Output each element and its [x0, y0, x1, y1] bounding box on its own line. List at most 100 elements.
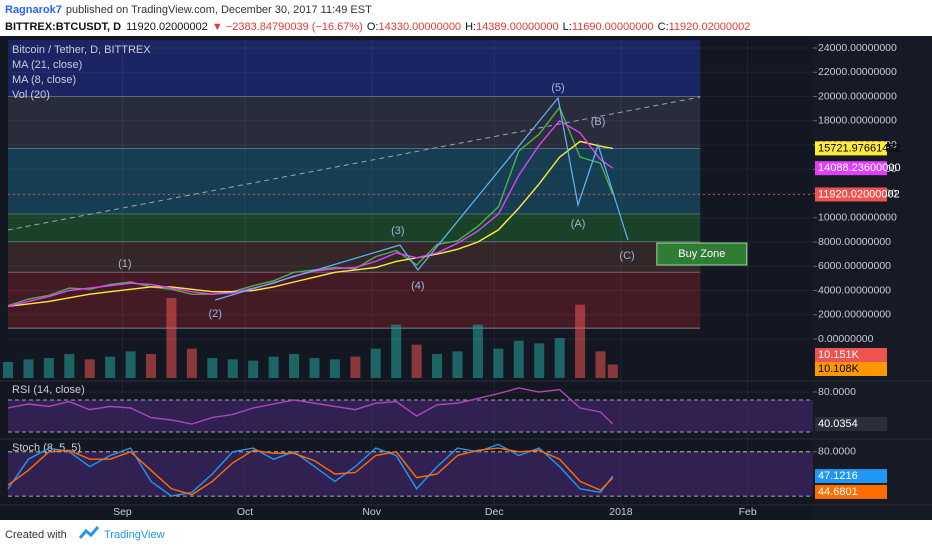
ohlc-label: H:: [465, 21, 476, 33]
y-tick-label: 80.0000: [818, 446, 856, 458]
volume-bar: [289, 354, 300, 378]
last-value-label: 40.0354: [818, 418, 858, 430]
byline: Ragnarok7 published on TradingView.com, D…: [5, 4, 372, 16]
wave-label: (3): [391, 225, 404, 237]
y-tick-label: 8000.00000000: [818, 236, 891, 248]
last-value-label: 14088.23600000: [818, 162, 901, 174]
series-line: [7, 140, 613, 307]
last-value-box: [815, 161, 887, 176]
last-value-box: [815, 484, 887, 499]
y-tick-label: 24000.00000000: [818, 42, 897, 54]
series-line: [7, 387, 614, 425]
fib-zone: [8, 214, 701, 243]
legend-entry: MA (8, close): [12, 74, 76, 86]
last-value-box: [815, 187, 887, 202]
volume-bar: [575, 304, 586, 378]
created-with: Created with: [5, 529, 67, 541]
wave-label: (2): [208, 308, 221, 320]
y-tick-label: 20000.00000000: [818, 90, 897, 102]
last-value-label: 10.108K: [818, 363, 860, 375]
y-tick-label: 80.0000: [818, 386, 856, 398]
last-value-box: [815, 469, 887, 484]
last-price: 11920.02000002: [126, 21, 208, 33]
published: published on TradingView.com, December 3…: [66, 4, 372, 16]
buy-zone-label: Buy Zone: [678, 248, 725, 260]
volume-bar: [3, 362, 13, 378]
y-tick-label: 4000.00000000: [818, 284, 891, 296]
x-tick-label: 2018: [609, 506, 633, 518]
volume-bar: [146, 354, 157, 378]
volume-bar: [227, 359, 238, 378]
volume-bar: [125, 351, 136, 378]
volume-bar: [207, 358, 218, 378]
brand[interactable]: TradingView: [104, 529, 165, 541]
ohlc-label: O:: [367, 21, 379, 33]
x-tick-label: Nov: [362, 506, 381, 518]
series-line: [7, 443, 614, 497]
volume-bar: [595, 351, 606, 378]
last-value-label: 10.151K: [818, 349, 860, 361]
last-value-box: [815, 348, 887, 362]
volume-bar: [64, 354, 75, 378]
author[interactable]: Ragnarok7: [5, 4, 62, 16]
wave-line: [215, 96, 629, 301]
level-band: [8, 451, 813, 497]
series-line: [7, 447, 614, 496]
volume-bar: [105, 356, 116, 378]
ohlc-label: C:: [658, 21, 669, 33]
volume-bar: [370, 348, 381, 378]
volume-bar: [513, 340, 524, 378]
volume-bar: [23, 359, 34, 378]
y-tick-label: 22000.00000000: [818, 66, 897, 78]
volume-bar: [493, 348, 504, 378]
ohlc-value: 11920.02000002: [669, 21, 751, 33]
last-value-label: 11920.02000002: [818, 188, 900, 200]
legend-entry: Bitcoin / Tether, D, BITTREX: [12, 44, 151, 56]
brand-logo: [78, 526, 100, 539]
wave-label: (A): [571, 218, 586, 230]
volume-bar: [472, 324, 483, 378]
wave-label: (5): [551, 82, 564, 94]
fib-zone: [8, 40, 701, 97]
x-tick-label: Oct: [237, 506, 253, 518]
volume-bar: [329, 359, 340, 378]
last-value-box: [815, 362, 887, 376]
volume-bar: [309, 358, 320, 378]
ohlc-value: 14389.00000000: [476, 21, 559, 33]
legend-entry: MA (21, close): [12, 59, 82, 71]
volume-bar: [43, 358, 54, 378]
quote-line: BITTREX:BTCUSDT, D 11920.02000002 ▼ −2383.…: [5, 21, 750, 33]
volume-bar: [452, 351, 463, 378]
volume-bar: [268, 356, 279, 378]
pane-title: RSI (14, close): [12, 384, 85, 396]
volume-bar: [391, 324, 402, 378]
level-band: [8, 400, 813, 432]
ohlc-label: L:: [563, 21, 572, 33]
wave-label: (B): [591, 116, 606, 128]
series-line: [7, 119, 614, 307]
wave-label: (4): [411, 280, 424, 292]
last-value-label: 44.6801: [818, 486, 858, 498]
ohlc-value: 14330.00000000: [378, 21, 461, 33]
y-tick-label: 10000.00000000: [818, 212, 897, 224]
y-tick-label: 18000.00000000: [818, 115, 897, 127]
last-value-box: [815, 416, 887, 431]
plot: Sep Oct Nov Dec 2018 Feb 10.151K 10.108K 24000.0…: [3, 40, 901, 518]
last-value-box: [815, 141, 887, 156]
volume-bar: [248, 360, 259, 378]
x-tick-label: Dec: [485, 506, 504, 518]
trend-line: [7, 96, 701, 231]
ohlc-value: 11690.00000000: [572, 21, 654, 33]
symbol: BITTREX:BTCUSDT, D: [5, 21, 121, 33]
change: ▼ −2383.84790039 (−16.67%): [212, 21, 363, 33]
volume-bar: [607, 364, 618, 378]
y-tick-label: 6000.00000000: [818, 260, 891, 272]
volume-bar: [166, 298, 177, 378]
volume-bar: [350, 356, 361, 378]
volume-bar: [84, 359, 95, 378]
buy-zone-box: [656, 242, 748, 266]
wave-label: (C): [619, 250, 634, 262]
last-value-label: 15721.97661452: [818, 142, 901, 154]
volume-bar: [432, 354, 443, 378]
